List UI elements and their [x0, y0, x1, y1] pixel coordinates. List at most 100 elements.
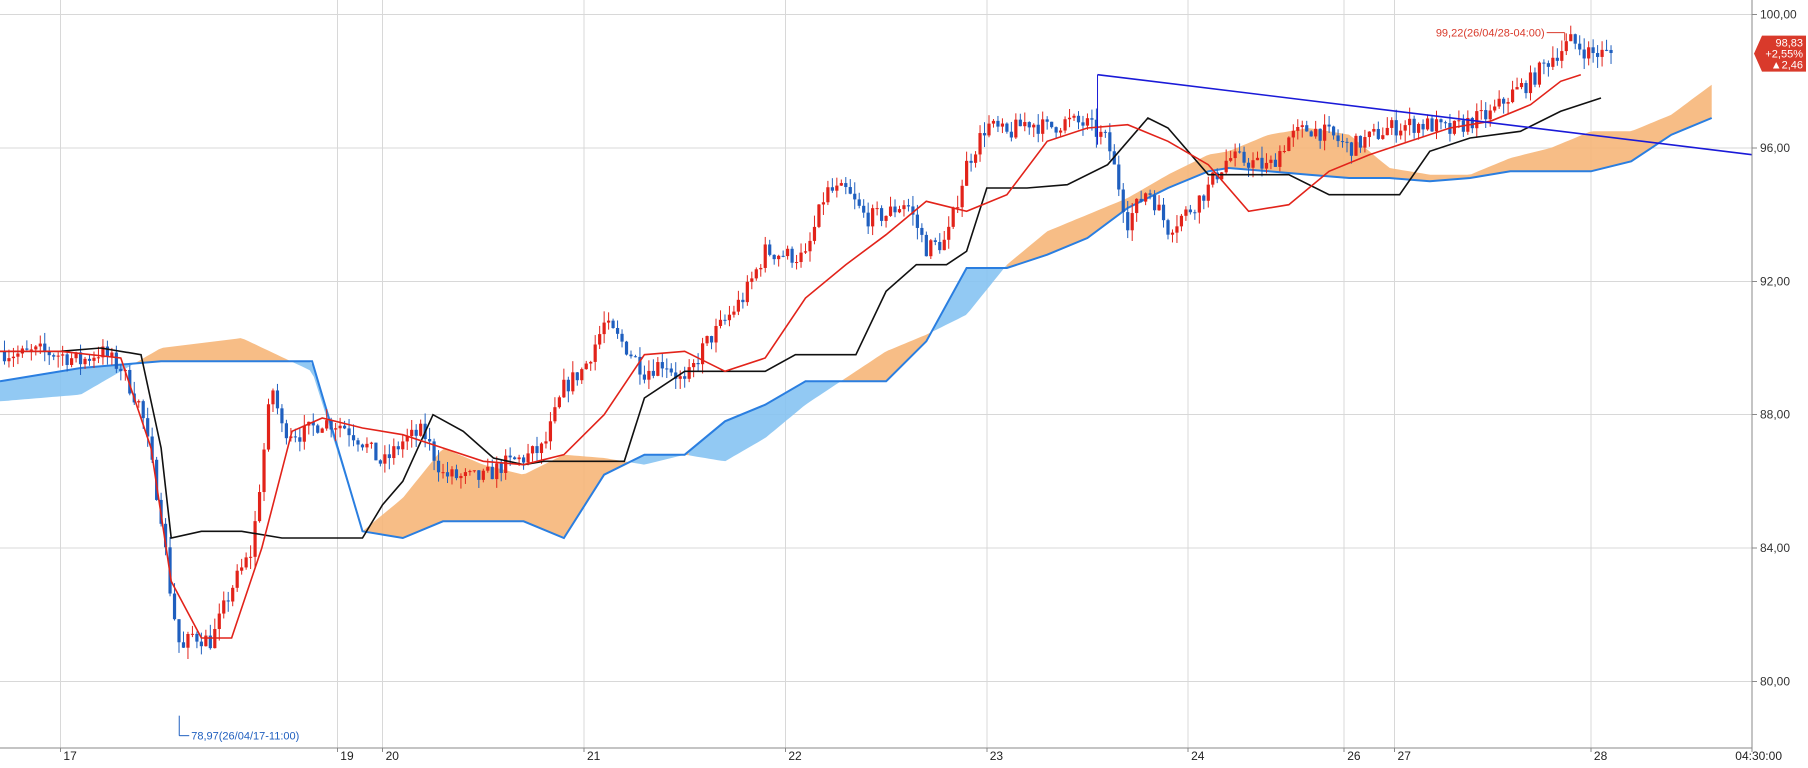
y-tick-label: 84,00	[1760, 541, 1790, 555]
bear-candle	[933, 240, 937, 242]
bear-candle	[360, 444, 365, 448]
bear-candle	[1242, 151, 1246, 163]
bull-candle	[1390, 120, 1394, 128]
bull-candle	[598, 334, 602, 345]
bear-candle	[638, 356, 642, 375]
bull-candle	[548, 421, 553, 442]
bull-candle	[530, 446, 535, 454]
bull-candle	[1287, 137, 1291, 151]
change-absolute-text: ▲2,46	[1771, 60, 1803, 72]
bear-candle	[1148, 193, 1152, 195]
x-tick-label: 24	[1191, 749, 1205, 763]
bull-candle	[1528, 72, 1533, 94]
bear-candle	[454, 469, 459, 479]
bear-candle	[342, 425, 347, 429]
bull-candle	[942, 239, 946, 251]
bear-candle	[1609, 49, 1613, 53]
bull-candle	[325, 420, 329, 429]
bull-candle	[1403, 125, 1407, 131]
bear-candle	[996, 120, 1000, 127]
bull-candle	[266, 404, 271, 450]
bull-candle	[222, 600, 226, 614]
x-tick-label: 17	[63, 749, 77, 763]
bear-candle	[1054, 127, 1058, 133]
bull-candle	[745, 281, 749, 303]
bear-candle	[374, 442, 378, 461]
current-price-box: 98,83 +2,55% ▲2,46	[1754, 35, 1806, 72]
bear-candle	[1327, 124, 1331, 127]
bull-candle	[137, 401, 141, 403]
bull-candle	[61, 354, 65, 356]
bear-candle	[396, 446, 400, 450]
bull-candle	[786, 248, 790, 257]
high-price-label: 99,22(26/04/28-04:00)	[1436, 28, 1545, 40]
bear-candle	[844, 183, 848, 188]
bear-candle	[620, 333, 624, 342]
bull-candle	[1314, 128, 1318, 137]
bull-candle	[812, 226, 817, 241]
extreme-markers: 99,22(26/04/28-04:00) 78,97(26/04/17-11:…	[178, 28, 1566, 743]
bull-candle	[1381, 135, 1385, 139]
x-tick-label: 23	[990, 749, 1004, 763]
bear-candle	[1604, 49, 1609, 51]
bull-candle	[589, 361, 593, 364]
bull-candle	[929, 240, 933, 257]
bull-candle	[1497, 98, 1501, 107]
bear-candle	[1336, 135, 1340, 142]
bull-candle	[817, 204, 821, 227]
bull-candle	[468, 471, 472, 473]
bear-candle	[741, 299, 745, 303]
bull-candle	[1408, 118, 1412, 126]
bull-candle	[553, 407, 557, 422]
bull-candle	[875, 208, 879, 210]
bear-candle	[651, 370, 655, 376]
bull-candle	[826, 187, 830, 203]
bull-candle	[419, 423, 423, 436]
bull-candle	[647, 370, 651, 380]
bear-candle	[329, 420, 333, 430]
bear-candle	[177, 619, 181, 643]
bear-candle	[1533, 72, 1537, 85]
bull-candle	[1157, 204, 1161, 211]
kijun-line	[0, 97, 1602, 539]
bear-candle	[1345, 141, 1349, 143]
bull-candle	[947, 226, 951, 240]
bull-candle	[1434, 119, 1439, 132]
bear-candle	[790, 248, 794, 263]
bear-candle	[1546, 63, 1550, 67]
bull-candle	[871, 208, 875, 227]
bull-candle	[1269, 159, 1273, 163]
bull-candle	[244, 557, 248, 568]
bull-candle	[504, 455, 508, 473]
bull-candle	[1354, 135, 1358, 156]
bull-candle	[240, 567, 244, 571]
bear-candle	[575, 372, 579, 381]
bear-candle	[490, 466, 494, 480]
bear-candle	[356, 440, 360, 445]
bull-candle	[705, 336, 709, 344]
bull-candle	[888, 206, 893, 216]
bull-candle	[96, 357, 101, 359]
bull-candle	[1130, 213, 1134, 231]
bear-candle	[1076, 115, 1081, 123]
bear-candle	[445, 472, 450, 477]
bull-candle	[987, 123, 991, 136]
bull-candle	[365, 443, 369, 448]
bear-candle	[172, 593, 177, 620]
x-tick-label: 26	[1347, 749, 1361, 763]
bull-candle	[991, 120, 996, 124]
bull-candle	[803, 251, 808, 253]
bull-candle	[951, 207, 955, 227]
bull-candle	[1564, 41, 1568, 52]
bull-candle	[1600, 49, 1604, 57]
bear-candle	[768, 244, 772, 255]
bull-candle	[539, 443, 544, 454]
bull-candle	[405, 436, 409, 442]
bear-candle	[119, 368, 123, 372]
bear-candle	[387, 454, 391, 459]
bear-candle	[969, 160, 973, 163]
bear-candle	[208, 635, 212, 649]
bear-candle	[128, 369, 132, 394]
bear-candle	[1009, 131, 1013, 138]
